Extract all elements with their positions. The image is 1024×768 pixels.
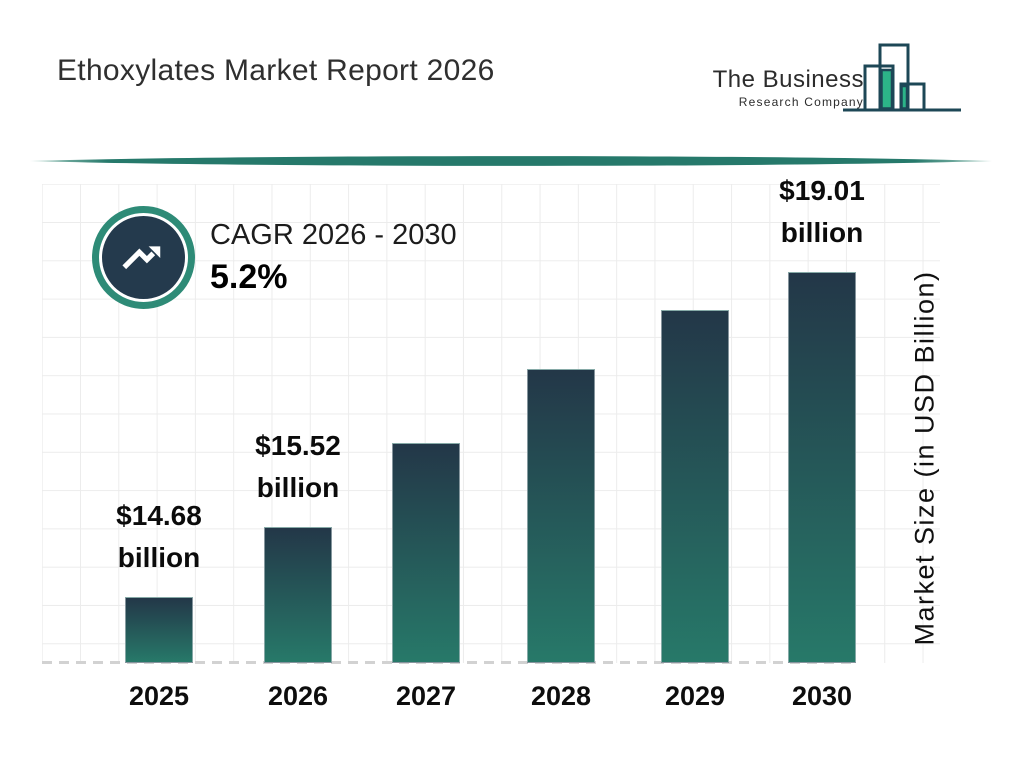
x-tick-2028: 2028 <box>530 681 592 711</box>
page-title: Ethoxylates Market Report 2026 <box>57 54 495 87</box>
cagr-badge <box>92 206 195 309</box>
bar-2027 <box>392 443 460 663</box>
bar-2026 <box>264 527 332 663</box>
logo-buildings-icon <box>843 43 961 112</box>
cagr-label: CAGR 2026 - 2030 <box>210 219 457 251</box>
logo-subname: Research Company <box>738 95 864 109</box>
x-tick-2027: 2027 <box>395 681 457 711</box>
x-tick-2030: 2030 <box>791 681 853 711</box>
x-tick-2025: 2025 <box>128 681 190 711</box>
logo-name: The Business <box>712 66 864 93</box>
cagr-value: 5.2% <box>210 258 288 296</box>
company-logo: The Business Research Company <box>690 66 864 109</box>
y-axis-label: Market Size (in USD Billion) <box>909 270 940 646</box>
trending-up-icon <box>102 216 185 299</box>
value-label-2030: $19.01 billion <box>779 175 865 248</box>
bar-2025 <box>125 597 193 663</box>
divider-line <box>30 156 992 166</box>
bar-2030 <box>788 272 856 663</box>
bar-2028 <box>527 369 595 663</box>
value-label-2026: $15.52 billion <box>255 430 341 503</box>
bar-2029 <box>661 310 729 663</box>
value-label-2025: $14.68 billion <box>116 500 202 573</box>
x-tick-2029: 2029 <box>664 681 726 711</box>
x-tick-2026: 2026 <box>267 681 329 711</box>
